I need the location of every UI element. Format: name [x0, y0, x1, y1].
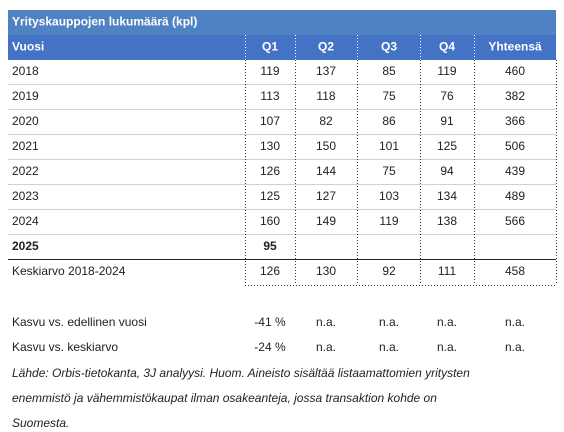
- cell: 130: [260, 139, 280, 153]
- title-bar: [8, 10, 556, 35]
- cell: 86: [382, 114, 396, 128]
- cell: -41 %: [254, 315, 286, 329]
- cell: 2023: [12, 189, 39, 203]
- cell: 366: [505, 114, 525, 128]
- cell: Keskiarvo 2018-2024: [12, 264, 126, 278]
- cell: 103: [379, 189, 399, 203]
- cell: 101: [379, 139, 399, 153]
- cell: 144: [316, 164, 336, 178]
- cell: n.a.: [505, 340, 525, 354]
- cell: 75: [382, 89, 396, 103]
- cell: 149: [316, 214, 336, 228]
- cell: 118: [316, 89, 335, 103]
- cell: 489: [505, 189, 525, 203]
- cell: 150: [316, 139, 336, 153]
- cell: 75: [382, 164, 396, 178]
- cell: 137: [316, 64, 336, 78]
- cell: 382: [505, 89, 525, 103]
- cell: 138: [437, 214, 457, 228]
- cell: 458: [505, 264, 525, 278]
- cell: 506: [505, 139, 525, 153]
- cell: Yhteensä: [488, 40, 542, 54]
- cell: 113: [260, 89, 279, 103]
- cell: 2020: [12, 114, 39, 128]
- cell: 92: [382, 264, 396, 278]
- cell: 125: [260, 189, 280, 203]
- footnote: Lähde: Orbis-tietokanta, 3J analyysi. Hu…: [12, 366, 470, 380]
- cell: 2025: [12, 239, 39, 253]
- cell: 566: [505, 214, 525, 228]
- cell: 134: [437, 189, 457, 203]
- cell: Q2: [318, 40, 334, 54]
- cell: n.a.: [437, 315, 457, 329]
- cell: Vuosi: [12, 40, 44, 54]
- cell: 130: [316, 264, 336, 278]
- cell: 94: [440, 164, 454, 178]
- cell: 2019: [12, 89, 39, 103]
- cell: 76: [440, 89, 454, 103]
- cell: 2021: [12, 139, 39, 153]
- cell: 2024: [12, 214, 39, 228]
- cell: 85: [382, 64, 396, 78]
- cell: 91: [440, 114, 454, 128]
- cell: n.a.: [316, 340, 336, 354]
- cell: n.a.: [316, 315, 336, 329]
- cell: 119: [260, 64, 279, 78]
- cell: 439: [505, 164, 525, 178]
- cell: Q3: [381, 40, 397, 54]
- cell: Q4: [439, 40, 455, 54]
- cell: 2018: [12, 64, 39, 78]
- cell: 125: [437, 139, 457, 153]
- cell: 82: [319, 114, 333, 128]
- cell: n.a.: [379, 340, 399, 354]
- cell: 460: [505, 64, 525, 78]
- cell: 95: [263, 239, 277, 253]
- cell: 126: [260, 164, 280, 178]
- cell: Q1: [262, 40, 278, 54]
- cell: n.a.: [505, 315, 525, 329]
- cell: 2022: [12, 164, 39, 178]
- cell: 126: [260, 264, 280, 278]
- cell: n.a.: [379, 315, 399, 329]
- footnote: enemmistö ja vähemmistökaupat ilman osak…: [12, 391, 437, 405]
- table-title: Yrityskauppojen lukumäärä (kpl): [12, 15, 197, 29]
- cell: 119: [379, 214, 398, 228]
- cell: 160: [260, 214, 280, 228]
- cell: 111: [438, 264, 457, 278]
- footnote: Suomesta.: [12, 416, 69, 430]
- cell: 127: [316, 189, 336, 203]
- cell: Kasvu vs. edellinen vuosi: [12, 315, 147, 329]
- cell: -24 %: [254, 340, 286, 354]
- cell: Kasvu vs. keskiarvo: [12, 340, 118, 354]
- header-bar: [8, 35, 556, 60]
- cell: 119: [437, 64, 456, 78]
- cell: n.a.: [437, 340, 457, 354]
- cell: 107: [260, 114, 280, 128]
